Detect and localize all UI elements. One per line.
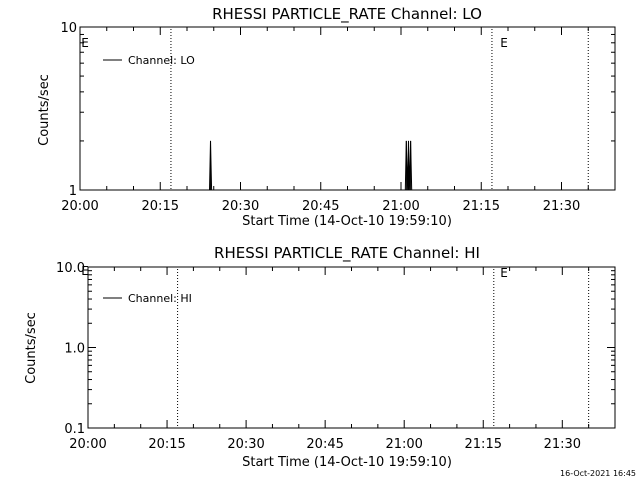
x-tick-label-lo: 20:15 bbox=[142, 199, 179, 214]
chart-title-hi: RHESSI PARTICLE_RATE Channel: HI bbox=[214, 244, 480, 263]
y-tick-label-hi: 10.0 bbox=[56, 261, 85, 276]
x-tick-label-lo: 20:00 bbox=[61, 199, 98, 214]
y-axis-label-hi: Counts/sec bbox=[24, 312, 39, 384]
panel-hi: RHESSI PARTICLE_RATE Channel: HI Counts/… bbox=[24, 244, 616, 470]
x-tick-label-hi: 21:15 bbox=[465, 437, 502, 452]
start-marker-lo: E bbox=[81, 36, 89, 50]
x-axis-label-lo: Start Time (14-Oct-10 19:59:10) bbox=[242, 214, 452, 229]
event-label-lo: E bbox=[500, 36, 508, 50]
y-tick-label-hi: 0.1 bbox=[64, 422, 85, 437]
x-tick-label-lo: 21:15 bbox=[463, 199, 500, 214]
x-tick-label-lo: 21:30 bbox=[543, 199, 580, 214]
legend-label-hi: Channel: HI bbox=[128, 292, 192, 305]
y-tick-label-lo: 1 bbox=[69, 184, 77, 199]
chart-title-lo: RHESSI PARTICLE_RATE Channel: LO bbox=[212, 5, 482, 24]
x-tick-label-lo: 20:30 bbox=[222, 199, 259, 214]
x-tick-label-hi: 20:15 bbox=[148, 437, 185, 452]
legend-label-lo: Channel: LO bbox=[128, 54, 195, 67]
x-tick-label-hi: 20:45 bbox=[306, 437, 343, 452]
series-line-lo bbox=[209, 140, 413, 191]
plot-frame-lo bbox=[79, 26, 616, 191]
start-marker-hi: E bbox=[81, 264, 89, 278]
x-tick-label-lo: 20:45 bbox=[302, 199, 339, 214]
x-axis-label-hi: Start Time (14-Oct-10 19:59:10) bbox=[242, 455, 452, 470]
x-tick-label-hi: 20:00 bbox=[69, 437, 106, 452]
x-tick-label-hi: 21:30 bbox=[544, 437, 581, 452]
y-axis-label-lo: Counts/sec bbox=[37, 74, 52, 146]
event-label-hi: E bbox=[500, 266, 508, 280]
y-tick-label-hi: 1.0 bbox=[64, 342, 85, 357]
x-tick-label-hi: 20:30 bbox=[227, 437, 264, 452]
panel-lo: RHESSI PARTICLE_RATE Channel: LO Counts/… bbox=[37, 5, 616, 229]
x-tick-label-hi: 21:00 bbox=[385, 437, 422, 452]
x-tick-label-lo: 21:00 bbox=[382, 199, 419, 214]
y-tick-label-lo: 10 bbox=[60, 21, 77, 36]
footer-timestamp: 16-Oct-2021 16:45 bbox=[560, 469, 636, 478]
